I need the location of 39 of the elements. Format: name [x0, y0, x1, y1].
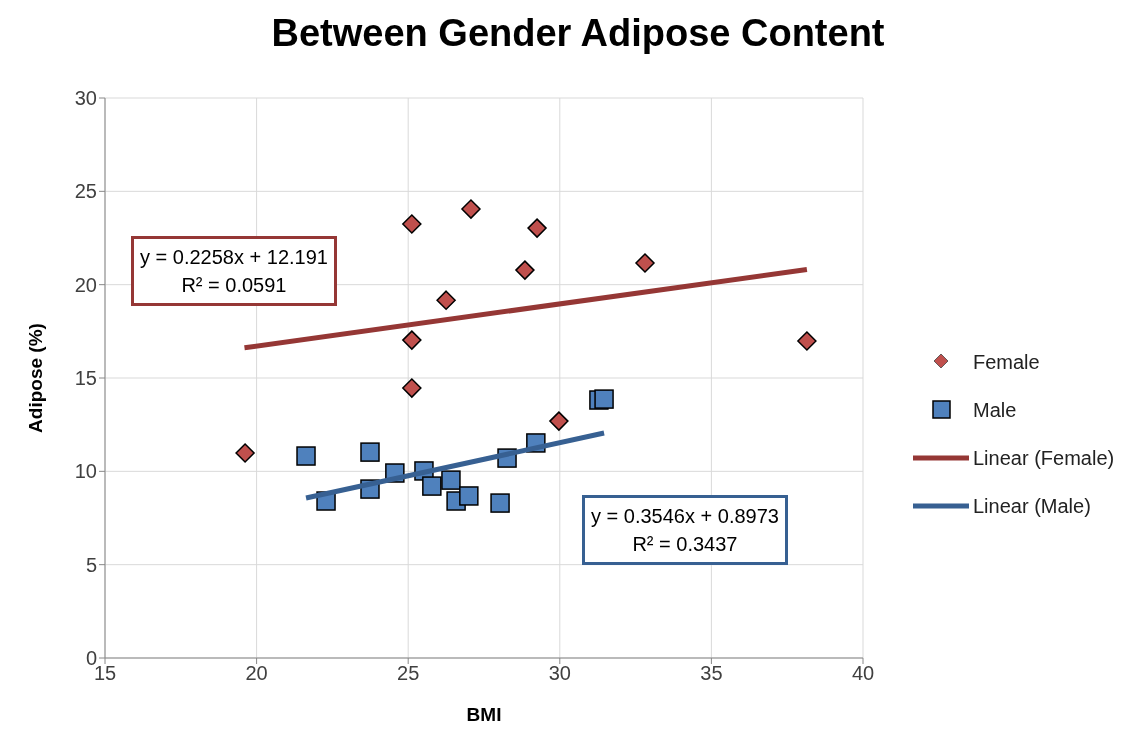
point — [459, 486, 479, 506]
x-axis-title: BMI — [465, 704, 503, 726]
annotation: y = 0.2258x + 12.191 R² = 0.0591 — [140, 245, 328, 298]
point — [402, 214, 422, 234]
x-tick-label: 40 — [851, 662, 875, 685]
point — [402, 330, 422, 350]
y-tick-label: 25 — [74, 180, 97, 203]
legend-label: Male — [973, 398, 1017, 422]
point — [515, 260, 535, 280]
point — [594, 389, 614, 409]
point — [402, 378, 422, 398]
point — [436, 290, 456, 310]
point — [360, 442, 380, 462]
point — [635, 253, 655, 273]
y-tick-label: 5 — [85, 553, 97, 576]
annotation: y = 0.3546x + 0.8973 R² = 0.3437 — [591, 504, 779, 557]
y-tick-label: 20 — [74, 273, 97, 296]
point — [235, 443, 255, 463]
point — [441, 470, 461, 490]
point — [422, 476, 442, 496]
point — [797, 331, 817, 351]
x-tick-label: 20 — [245, 662, 268, 685]
x-tick-label: 30 — [548, 662, 571, 685]
point — [461, 199, 481, 219]
chart-title: Between Gender Adipose Content — [270, 12, 886, 55]
point — [549, 411, 569, 431]
point — [527, 218, 547, 238]
y-tick-label: 15 — [74, 367, 97, 390]
y-axis-title: Adipose (%) — [25, 323, 47, 433]
y-tick-label: 10 — [74, 460, 97, 483]
x-tick-label: 25 — [397, 662, 420, 685]
x-tick-label: 35 — [700, 662, 723, 685]
legend-label: Female — [973, 350, 1040, 374]
legend-label: Linear (Male) — [973, 494, 1091, 518]
point — [296, 446, 316, 466]
legend-label: Linear (Female) — [973, 446, 1115, 470]
point — [490, 493, 510, 513]
y-tick-label: 0 — [85, 647, 97, 670]
y-tick-label: 30 — [74, 87, 97, 110]
